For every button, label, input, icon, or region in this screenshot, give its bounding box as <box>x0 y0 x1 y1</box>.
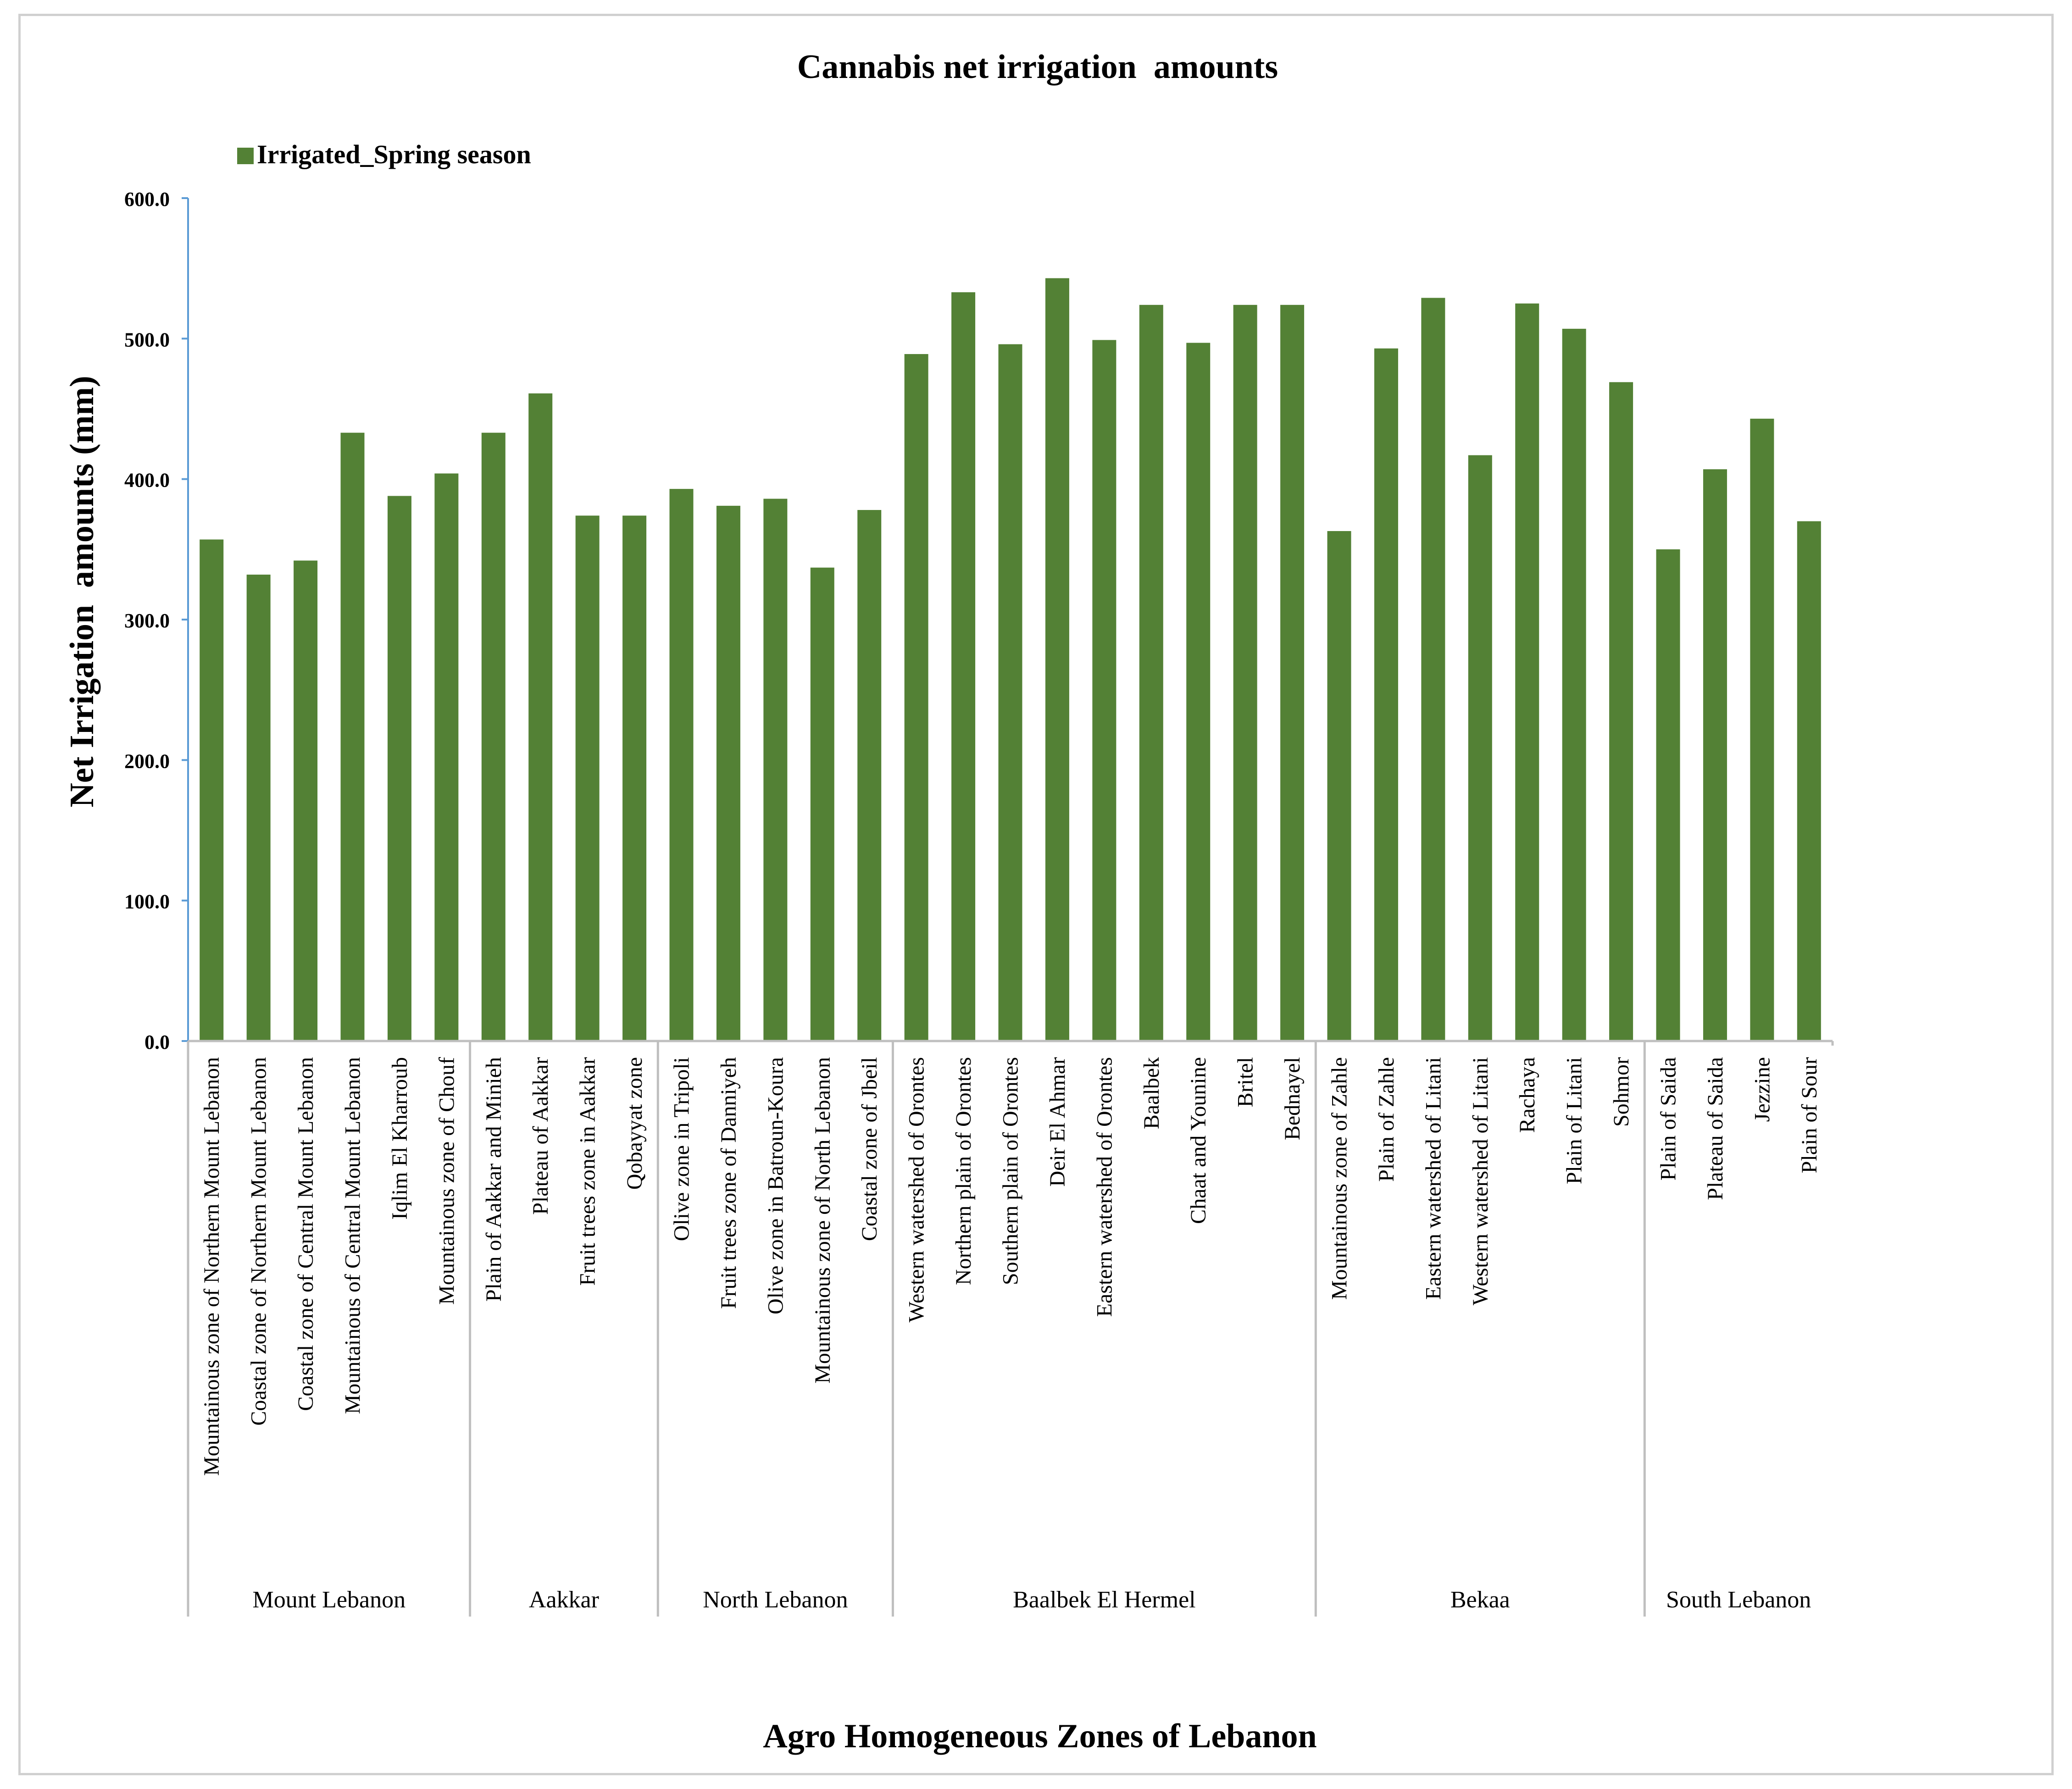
group-labels: Mount Lebanon Aakkar North Lebanon Baalbek … <box>187 1041 1834 1617</box>
category-labels: Mountainous zone of Northern Mount Leban… <box>200 1057 1822 1476</box>
bar <box>1045 278 1069 1041</box>
bar <box>1233 305 1257 1041</box>
bar <box>481 432 506 1041</box>
category-label: Plain of Saida <box>1656 1057 1681 1180</box>
bar <box>669 489 694 1041</box>
category-label: Deir El Ahmar <box>1045 1057 1070 1187</box>
y-tick-label: 300.0 <box>124 609 170 632</box>
bar <box>1468 455 1492 1041</box>
group-label: Bekaa <box>1450 1587 1510 1613</box>
bar <box>200 539 224 1041</box>
category-label: Coastal zone of Central Mount Lebanon <box>294 1057 318 1411</box>
category-label: Plain of Zahle <box>1374 1057 1399 1182</box>
legend-swatch <box>237 148 254 164</box>
category-label: Plain of Litani <box>1562 1057 1587 1184</box>
category-label: Southern plain of Orontes <box>999 1057 1023 1285</box>
category-label: Eastern watershed of Orontes <box>1092 1057 1117 1317</box>
bar <box>763 498 788 1041</box>
category-label: Plateau of Aakkar <box>528 1057 553 1215</box>
group-label: Baalbek El Hermel <box>1013 1587 1196 1613</box>
bar <box>1280 305 1305 1041</box>
bar <box>1562 328 1586 1041</box>
category-label: Qobayyat zone <box>622 1057 647 1190</box>
group-label: South Lebanon <box>1666 1587 1811 1613</box>
category-label: Mountainous of Central Mount Lebanon <box>341 1057 365 1414</box>
bar <box>1609 382 1633 1041</box>
group-label: Aakkar <box>529 1587 599 1613</box>
category-label: Coastal zone of Jbeil <box>857 1057 882 1241</box>
bar <box>1703 469 1727 1041</box>
category-label: Iqlim El Kharroub <box>388 1057 412 1220</box>
bar <box>857 510 882 1041</box>
legend: Irrigated_Spring season <box>237 139 531 169</box>
bar <box>904 354 928 1041</box>
bar <box>1656 549 1680 1041</box>
bar <box>340 432 365 1041</box>
category-label: Olive zone in Batroun-Koura <box>763 1057 788 1314</box>
bar <box>1750 418 1774 1041</box>
bar <box>622 515 647 1041</box>
category-label: Olive zone in Tripoli <box>670 1057 694 1241</box>
bar <box>528 393 553 1041</box>
bar <box>951 292 976 1041</box>
bar <box>1421 298 1445 1041</box>
category-label: Rachaya <box>1515 1057 1539 1133</box>
category-label: Jezzine <box>1750 1057 1774 1122</box>
y-tick-label: 0.0 <box>144 1031 170 1053</box>
bar <box>1374 348 1398 1041</box>
legend-label: Irrigated_Spring season <box>257 139 531 169</box>
bar <box>294 560 318 1041</box>
category-label: Eastern watershed of Litani <box>1421 1057 1445 1300</box>
category-label: Mountainous zone of Northern Mount Leban… <box>200 1057 224 1476</box>
bar <box>434 473 459 1041</box>
bar <box>716 505 740 1041</box>
category-label: Bednayel <box>1280 1057 1305 1140</box>
bar <box>1515 303 1539 1041</box>
category-label: Mountainous zone of Chouf <box>434 1057 459 1305</box>
bar <box>810 567 834 1041</box>
x-axis-title: Agro Homogeneous Zones of Lebanon <box>763 1717 1317 1755</box>
category-label: Coastal zone of Northern Mount Lebanon <box>247 1057 271 1426</box>
category-label: Sohmor <box>1609 1057 1633 1127</box>
bar <box>1797 521 1821 1041</box>
bar <box>1139 305 1163 1041</box>
category-label: Western watershed of Litani <box>1468 1057 1493 1305</box>
category-label: Plateau of Saida <box>1703 1057 1728 1200</box>
bar <box>1327 531 1351 1041</box>
y-tick-label: 400.0 <box>124 469 170 492</box>
chart-title: Cannabis net irrigation amounts <box>797 48 1278 86</box>
category-label: Fruit trees zone in Aakkar <box>576 1057 600 1286</box>
bar <box>1186 343 1211 1041</box>
category-label: Mountainous zone of North Lebanon <box>811 1057 835 1384</box>
bar <box>1092 340 1117 1041</box>
category-label: Mountainous zone of Zahle <box>1328 1057 1352 1300</box>
bar <box>998 344 1022 1041</box>
group-label: North Lebanon <box>703 1587 848 1613</box>
axes <box>187 198 1833 1042</box>
bar <box>246 574 271 1041</box>
category-label: Plain of Aakkar and Minieh <box>482 1057 506 1302</box>
bar <box>387 496 411 1041</box>
group-label: Mount Lebanon <box>252 1587 406 1613</box>
y-tick-label: 100.0 <box>124 891 170 913</box>
category-label: Baalbek <box>1139 1057 1164 1129</box>
bar <box>575 515 600 1041</box>
category-label: Britel <box>1233 1057 1258 1107</box>
bars <box>200 278 1821 1041</box>
category-label: Fruit trees zone of Danniyeh <box>717 1057 741 1309</box>
category-label: Plain of Sour <box>1797 1057 1822 1173</box>
y-axis-ticks: 0.0 100.0 200.0 300.0 400.0 500.0 600.0 <box>124 188 188 1053</box>
y-tick-label: 600.0 <box>124 188 170 210</box>
category-label: Chaat and Younine <box>1186 1057 1211 1224</box>
y-tick-label: 200.0 <box>124 750 170 772</box>
category-label: Western watershed of Orontes <box>905 1057 929 1323</box>
category-label: Northern plain of Orontes <box>951 1057 976 1285</box>
y-axis-title: Net Irrigation amounts (mm) <box>63 376 101 807</box>
y-tick-label: 500.0 <box>124 328 170 351</box>
